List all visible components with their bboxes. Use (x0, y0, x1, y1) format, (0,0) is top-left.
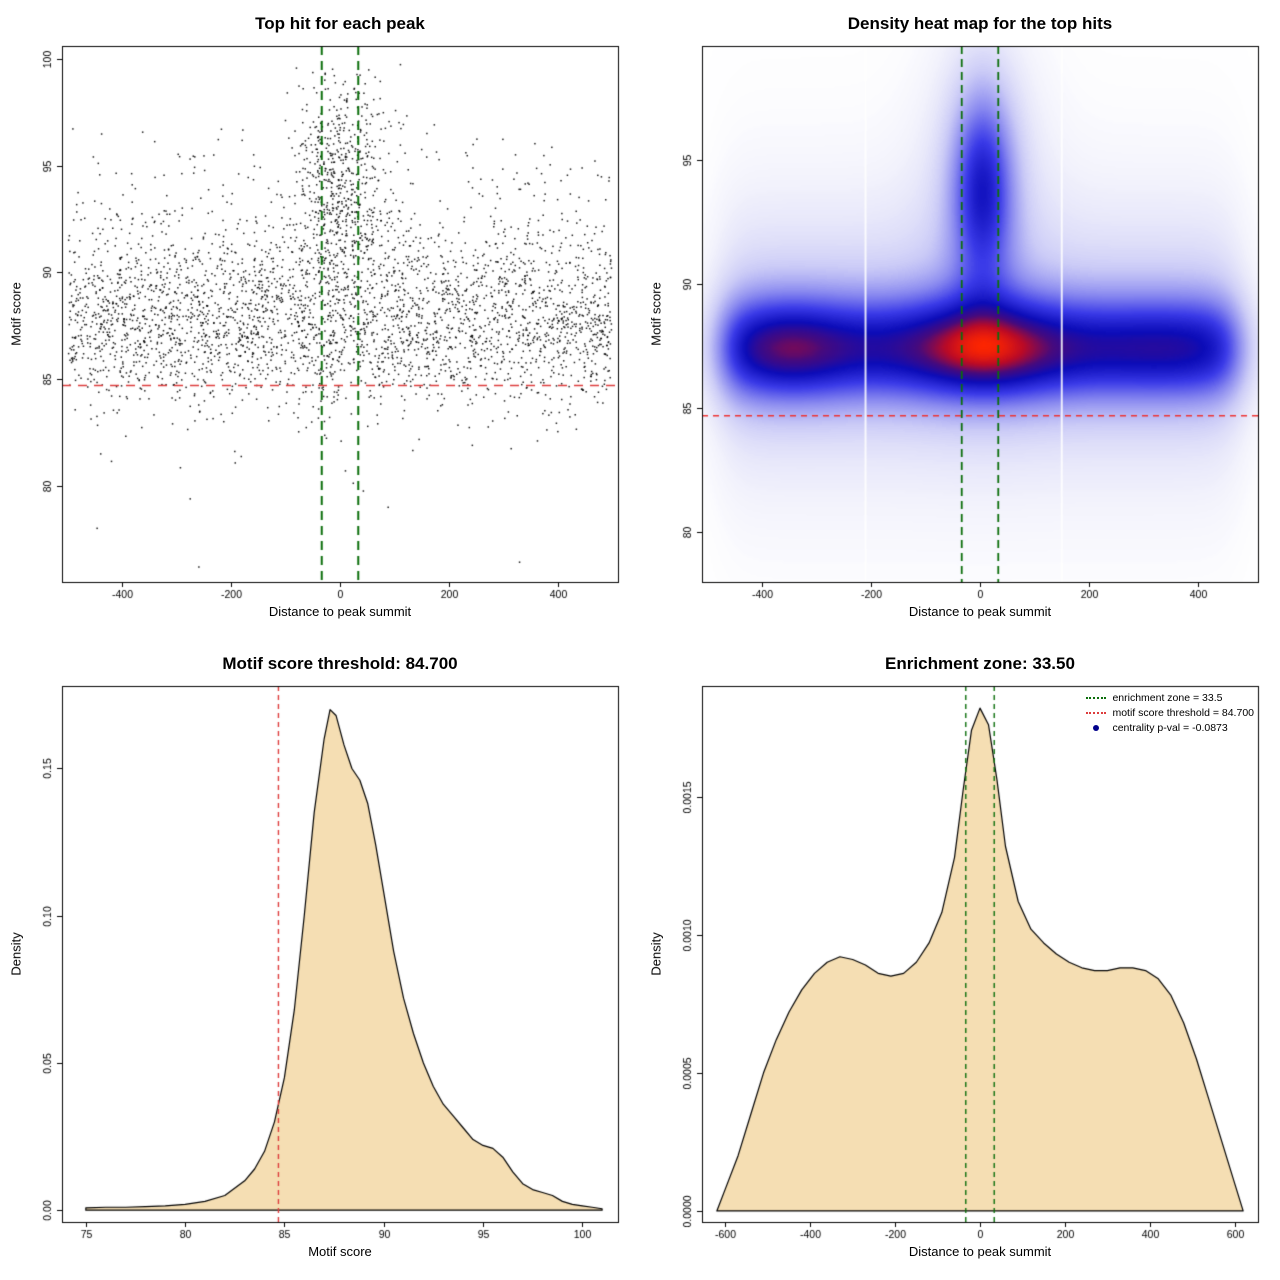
scatter-plot-canvas (0, 0, 640, 640)
panel-distance-density: Enrichment zone: 33.50 Distance to peak … (640, 640, 1280, 1280)
heatmap-y-axis-label: Motif score (648, 282, 664, 346)
legend-item-enrichment-zone: enrichment zone = 33.5 (1086, 690, 1254, 705)
score-density-y-axis-label: Density (8, 932, 24, 976)
heatmap-x-axis-label: Distance to peak summit (908, 604, 1052, 619)
enrichment-zone-line-icon (1086, 696, 1107, 699)
scatter-y-axis-label: Motif score (8, 282, 24, 346)
distance-density-y-axis-label: Density (648, 932, 664, 976)
heatmap-plot-canvas (640, 0, 1280, 640)
distance-density-x-axis-label: Distance to peak summit (908, 1244, 1052, 1259)
legend-label: centrality p-val = -0.0873 (1112, 721, 1228, 734)
panel-heatmap: Density heat map for the top hits Distan… (640, 0, 1280, 640)
score-density-title: Motif score threshold: 84.700 (222, 654, 458, 673)
score-density-plot-canvas (0, 640, 640, 1280)
score-threshold-line-icon (1086, 711, 1107, 714)
distance-density-title: Enrichment zone: 33.50 (885, 654, 1075, 673)
heatmap-title: Density heat map for the top hits (847, 14, 1113, 33)
panel-scatter: Top hit for each peak Distance to peak s… (0, 0, 640, 640)
distance-density-plot-canvas (640, 640, 1280, 1280)
legend-label: enrichment zone = 33.5 (1112, 691, 1223, 704)
legend: enrichment zone = 33.5 motif score thres… (1086, 690, 1254, 735)
legend-item-score-threshold: motif score threshold = 84.700 (1086, 705, 1254, 720)
legend-item-centrality-pval: centrality p-val = -0.0873 (1086, 720, 1254, 735)
score-density-x-axis-label: Motif score (308, 1244, 372, 1259)
panel-score-density: Motif score threshold: 84.700 Motif scor… (0, 640, 640, 1280)
legend-label: motif score threshold = 84.700 (1112, 706, 1254, 719)
scatter-title: Top hit for each peak (255, 14, 425, 33)
scatter-x-axis-label: Distance to peak summit (268, 604, 412, 619)
centrality-pval-dot-icon (1093, 724, 1100, 731)
